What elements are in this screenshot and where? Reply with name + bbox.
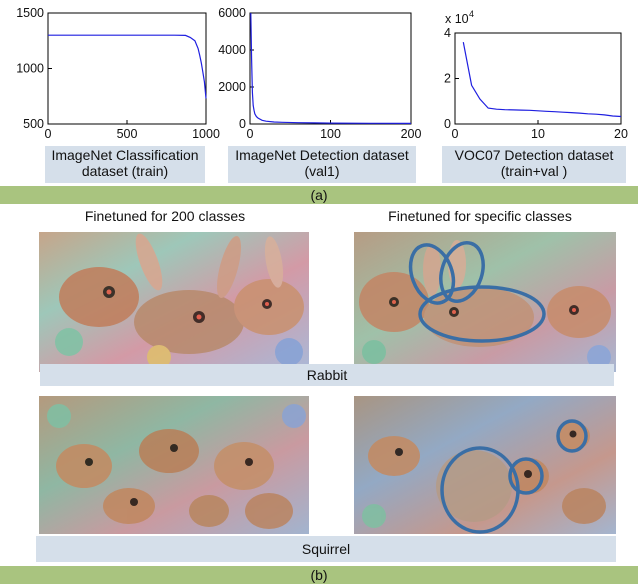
series-line <box>250 12 412 124</box>
column-title-left: Finetuned for 200 classes <box>84 208 246 224</box>
y-tick-label: 4000 <box>218 43 246 57</box>
x-tick-label: 10 <box>531 127 545 141</box>
caption-imagenet-classification: ImageNet Classification dataset (train) <box>45 146 205 183</box>
section-b-bar: (b) <box>0 566 638 584</box>
squirrel-generic-visualization <box>39 396 309 534</box>
x-tick-label: 0 <box>247 127 254 141</box>
y-tick-label: 2000 <box>218 80 246 94</box>
highlight-ellipse <box>508 457 544 495</box>
y-tick-label: 6000 <box>218 6 246 20</box>
plot-frame <box>249 12 412 125</box>
caption-imagenet-detection: ImageNet Detection dataset (val1) <box>228 146 416 183</box>
y-tick-label: 1500 <box>16 6 44 20</box>
section-a-bar: (a) <box>0 186 638 204</box>
row-label-squirrel: Squirrel <box>36 536 616 562</box>
caption-voc07-detection: VOC07 Detection dataset (train+val ) <box>442 146 626 183</box>
plot-frame <box>47 12 207 125</box>
x-tick-label: 20 <box>614 127 628 141</box>
plot-frame <box>454 32 622 125</box>
x-tick-label: 0 <box>452 127 459 141</box>
x-tick-label: 0 <box>45 127 52 141</box>
series-line <box>48 34 207 99</box>
y-tick-label: 0 <box>444 117 451 131</box>
y-exponent-label: 4 <box>469 9 474 19</box>
highlight-ellipse <box>556 419 588 453</box>
highlight-ellipse <box>408 243 456 305</box>
column-title-right: Finetuned for specific classes <box>388 208 572 224</box>
row-label-rabbit: Rabbit <box>40 364 614 386</box>
rabbit-specific-visualization <box>354 232 616 372</box>
series-line <box>462 41 622 118</box>
squirrel-specific-visualization <box>354 396 616 534</box>
chart-voc07-detection: 0 10 20 0 2 4x 10 4 <box>444 9 628 141</box>
x-tick-label: 500 <box>117 127 138 141</box>
rabbit-generic-visualization <box>39 232 309 372</box>
y-tick-label: 500 <box>23 117 44 131</box>
y-tick-label: 2 <box>444 72 451 86</box>
x-tick-label: 100 <box>320 127 341 141</box>
y-tick-label: 1000 <box>16 62 44 76</box>
y-tick-label: 0 <box>239 117 246 131</box>
x-tick-label: 200 <box>401 127 422 141</box>
highlight-ellipse <box>439 241 485 303</box>
y-tick-label: 4 <box>444 26 451 40</box>
highlight-ellipse <box>418 285 546 343</box>
x-tick-label: 1000 <box>192 127 220 141</box>
y-multiplier-label: x 10 <box>445 12 469 26</box>
